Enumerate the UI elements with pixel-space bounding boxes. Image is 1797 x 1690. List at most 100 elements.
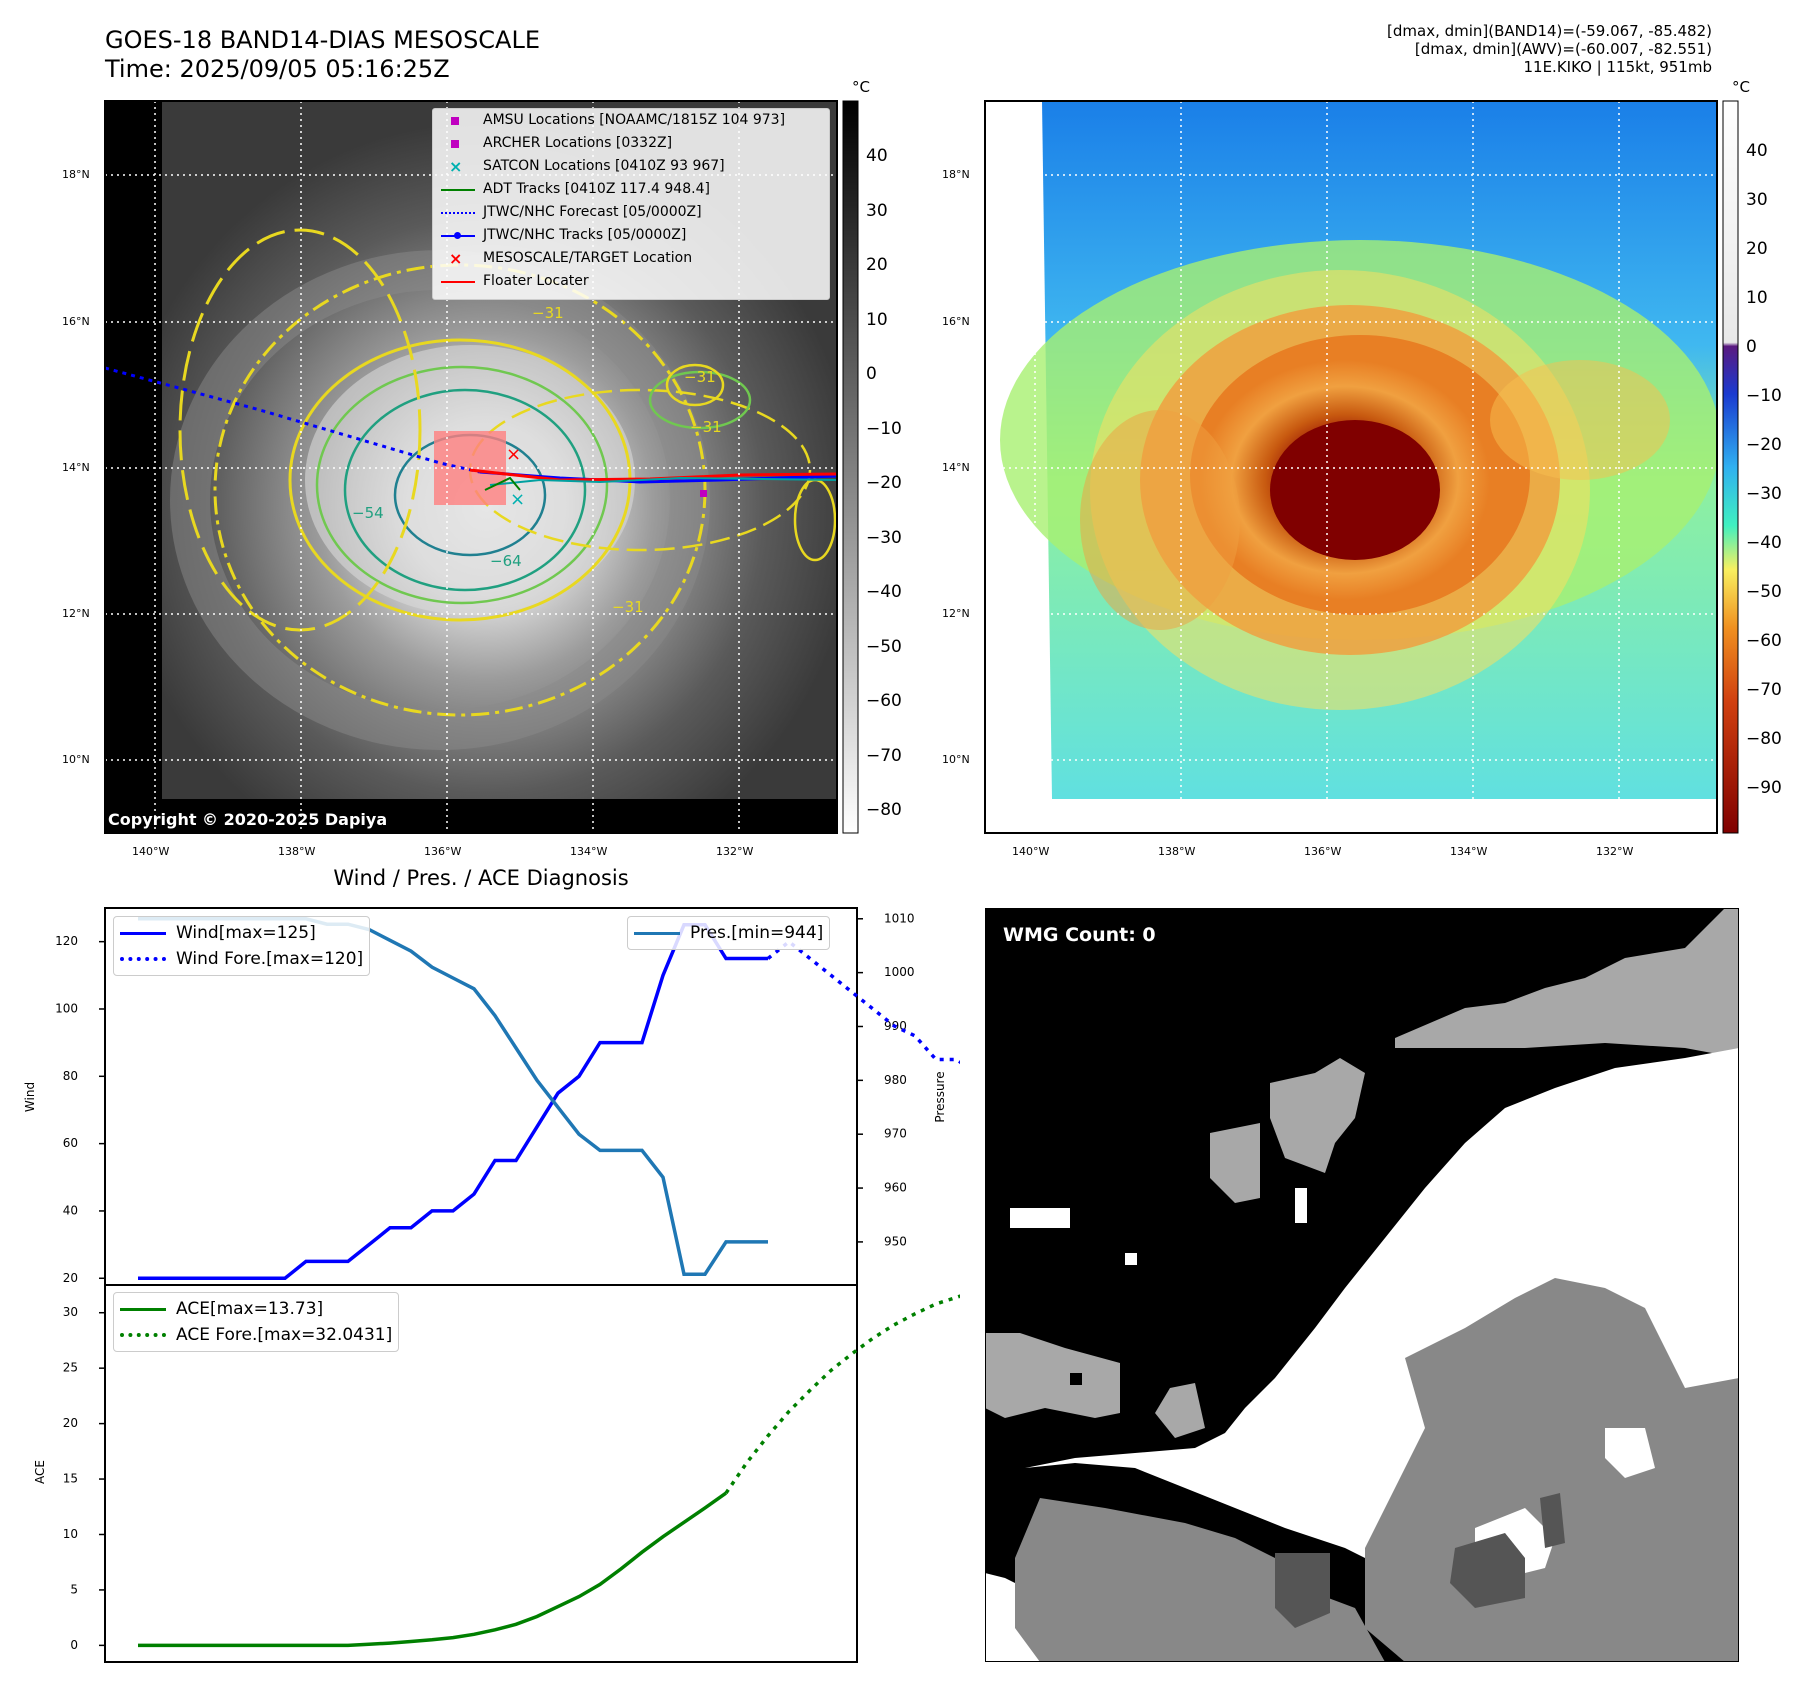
ace-axis-label: ACE — [33, 1460, 47, 1484]
legend-symbol — [451, 117, 459, 125]
contour-label: −31 — [532, 304, 564, 322]
contour-label: −31 — [690, 418, 722, 436]
colorbar-tick-label: 20 — [1746, 239, 1768, 259]
colorbar-tick-label: 0 — [1746, 337, 1757, 357]
ace-tick-label: 25 — [63, 1361, 78, 1375]
amsu-marker — [700, 490, 707, 497]
satcon-track-line — [489, 476, 837, 486]
wind-forecast-series-line — [766, 939, 960, 1065]
legend-label: AMSU Locations [NOAAMC/1815Z 104 973] — [483, 112, 786, 128]
wind-series-line — [138, 923, 768, 1281]
legend-label: JTWC/NHC Forecast [05/0000Z] — [483, 204, 702, 220]
colorbar-tick-label: 40 — [866, 146, 888, 166]
legend-swatch-wind — [120, 931, 166, 935]
right-colorbar — [1722, 100, 1739, 834]
lon-label: 138°W — [278, 845, 316, 858]
lat-label: 18°N — [62, 168, 90, 181]
left-colorbar — [842, 100, 859, 834]
legend-swatch-ace — [120, 1307, 166, 1311]
colorbar-tick-label: 30 — [866, 200, 888, 221]
colorbar-tick-label: 20 — [866, 255, 888, 275]
lat-label: 10°N — [942, 753, 970, 766]
pressure-axis-label: Pressure — [933, 1071, 947, 1123]
legend-symbol — [441, 281, 475, 283]
stats-line-1: [dmax, dmin](BAND14)=(-59.067, -85.482) — [1387, 22, 1712, 40]
legend-label: ADT Tracks [0410Z 117.4 948.4] — [483, 181, 710, 197]
legend-label: SATCON Locations [0410Z 93 967] — [483, 158, 725, 174]
colorbar-tick-label: −70 — [1746, 680, 1782, 700]
title-line-2: Time: 2025/09/05 05:16:25Z — [105, 55, 450, 83]
right-map-gridlines — [985, 101, 1717, 833]
lon-label: 132°W — [716, 845, 754, 858]
legend-swatch-ace-fore — [120, 1333, 166, 1337]
ace-series-line — [138, 1491, 728, 1648]
legend-symbol — [441, 232, 475, 239]
ace-tick-label: 0 — [70, 1638, 78, 1652]
pressure-tick-label: 1000 — [884, 965, 915, 979]
legend-symbol: × — [449, 249, 463, 268]
left-ir-map-svg: × × — [104, 100, 1739, 834]
lon-label: 138°W — [1158, 845, 1196, 858]
map-legend: AMSU Locations [NOAAMC/1815Z 104 973] ARC… — [432, 108, 830, 300]
wmg-count-label: WMG Count: 0 — [1003, 924, 1156, 946]
legend-entry: ARCHER Locations [0332Z] — [433, 132, 829, 155]
wind-tick-label: 20 — [63, 1271, 78, 1285]
legend-symbol — [451, 140, 459, 148]
contour-label: −31 — [612, 598, 644, 616]
ace-tick-label: 5 — [70, 1582, 78, 1596]
wind-tick-label: 120 — [55, 934, 78, 948]
colorbar-tick-label: −60 — [1746, 631, 1782, 651]
lon-label: 140°W — [132, 845, 170, 858]
ace-legend: ACE[max=13.73] ACE Fore.[max=32.0431] — [113, 1292, 400, 1352]
colorbar-tick-label: −50 — [1746, 582, 1782, 602]
colorbar-tick-label: −30 — [1746, 484, 1782, 504]
legend-entry-wind: Wind[max=125] — [120, 920, 363, 946]
colorbar-tick-label: −40 — [866, 582, 902, 602]
legend-entry-wind-fore: Wind Fore.[max=120] — [120, 946, 363, 972]
lat-label: 18°N — [942, 168, 970, 181]
lon-label: 132°W — [1596, 845, 1634, 858]
colorbar-tick-label: 0 — [866, 364, 877, 384]
ace-forecast-series-line — [724, 1294, 960, 1495]
legend-dot — [454, 232, 461, 239]
adt-track-line — [484, 476, 521, 491]
right-map-imagery — [985, 101, 1717, 833]
lon-label: 140°W — [1012, 845, 1050, 858]
chart-title: GOES-18 BAND14-DIAS MESOSCALE Time: 2025… — [105, 26, 540, 84]
legend-symbol — [441, 189, 475, 191]
pressure-tick-label: 980 — [884, 1073, 907, 1087]
wmg-panel-svg — [985, 908, 1739, 1662]
colorbar-tick-label: −90 — [1746, 778, 1782, 798]
colorbar-tick-label: −70 — [866, 745, 902, 766]
legend-entry: JTWC/NHC Forecast [05/0000Z] — [433, 201, 829, 224]
legend-swatch-wind-fore — [120, 957, 166, 961]
lat-label: 14°N — [62, 461, 90, 474]
colorbar-tick-label: 10 — [1746, 288, 1768, 308]
colorbar-tick-label: −80 — [866, 800, 902, 820]
stats-line-3: 11E.KIKO | 115kt, 951mb — [1523, 58, 1712, 76]
wind-legend: Wind[max=125] Wind Fore.[max=120] — [113, 916, 371, 976]
mesoscale-target-box — [434, 431, 506, 505]
lat-label: 12°N — [62, 607, 90, 620]
forecast-track-line — [105, 366, 481, 474]
diagnosis-title: Wind / Pres. / ACE Diagnosis — [333, 866, 629, 890]
ace-tick-label: 20 — [63, 1416, 78, 1430]
contour-label: −64 — [490, 552, 522, 570]
legend-label: MESOSCALE/TARGET Location — [483, 250, 693, 266]
wind-tick-label: 80 — [63, 1069, 78, 1083]
satcon-marker: × — [510, 489, 525, 510]
ace-tick-label: 15 — [63, 1472, 78, 1486]
lon-label: 134°W — [570, 845, 608, 858]
lat-label: 16°N — [62, 315, 90, 328]
colorbar-tick-label: −10 — [1746, 386, 1782, 406]
pressure-tick-label: 1010 — [884, 911, 915, 925]
legend-entry: × MESOSCALE/TARGET Location — [433, 247, 829, 270]
colorbar-tick-label: −10 — [866, 418, 902, 439]
lat-label: 12°N — [942, 607, 970, 620]
legend-label: ARCHER Locations [0332Z] — [483, 135, 673, 151]
legend-entry: JTWC/NHC Tracks [05/0000Z] — [433, 224, 829, 247]
legend-entry-ace: ACE[max=13.73] — [120, 1296, 392, 1322]
legend-swatch-pressure — [634, 931, 680, 935]
colorbar-tick-label: −50 — [866, 636, 902, 657]
